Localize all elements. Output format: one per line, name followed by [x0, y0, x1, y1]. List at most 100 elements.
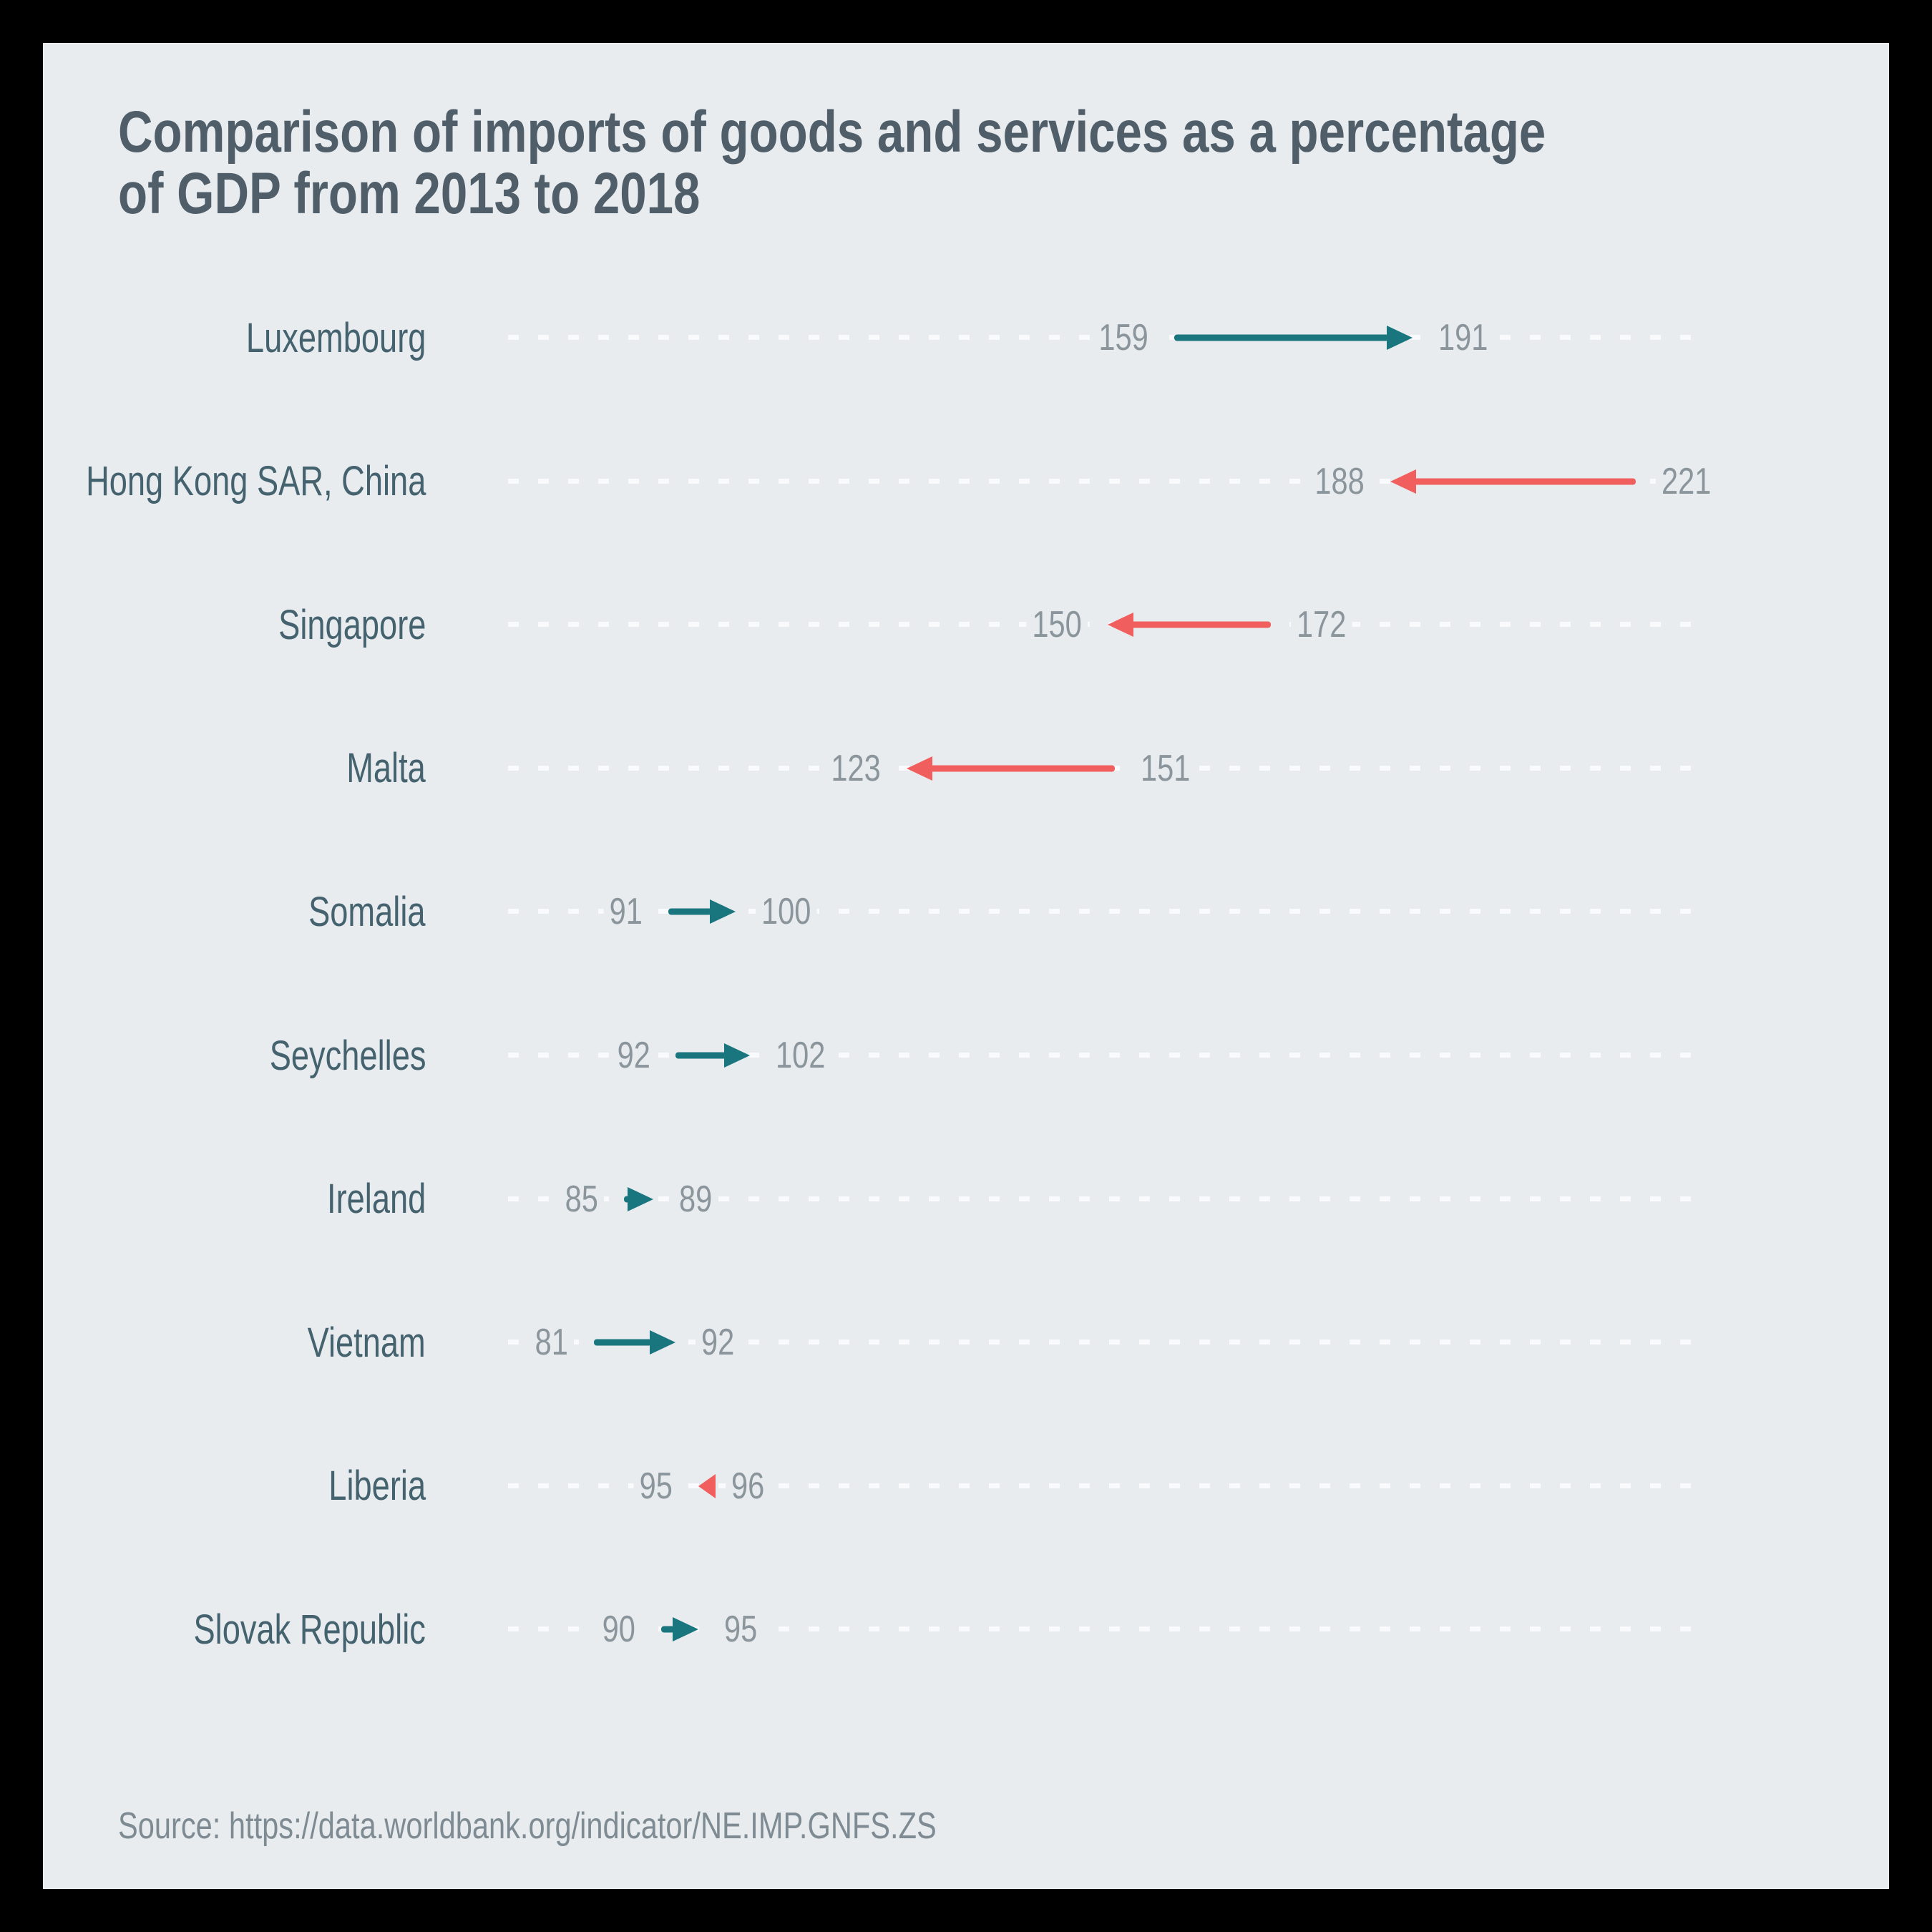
country-label: Ireland	[43, 1171, 426, 1228]
country-label: Liberia	[43, 1458, 426, 1515]
trend-arrow-down	[906, 754, 1115, 783]
end-value-label-text: 188	[1309, 459, 1370, 503]
country-label-text: Somalia	[308, 888, 426, 935]
end-value-label: 100	[755, 883, 1042, 940]
end-value-label: 102	[770, 1027, 1056, 1084]
end-value-label-text: 102	[770, 1034, 831, 1077]
end-value-label-text: 150	[1026, 603, 1088, 647]
row-dash-line	[508, 1196, 1710, 1201]
trend-arrow-up	[1174, 323, 1413, 352]
start-value-label: 159	[43, 309, 1155, 366]
arrow-head	[906, 756, 932, 781]
end-value-label: 191	[1433, 309, 1719, 366]
trend-arrow-down	[1390, 467, 1636, 496]
start-value-label: 92	[43, 1027, 656, 1084]
start-value-label-text: 172	[1291, 603, 1352, 647]
start-value-label-text: 96	[726, 1464, 771, 1508]
start-value-label: 151	[1135, 740, 1421, 797]
chart-panel: Comparison of imports of goods and servi…	[43, 43, 1889, 1889]
arrow-shaft	[668, 908, 712, 915]
arrow-shaft	[623, 1196, 630, 1203]
start-value-label-text: 90	[596, 1608, 641, 1652]
trend-arrow-up	[675, 1041, 751, 1070]
start-value-label-text: 91	[603, 890, 648, 934]
start-value-label: 172	[1291, 596, 1577, 653]
arrow-head	[724, 1043, 751, 1068]
arrow-head	[1390, 469, 1416, 494]
start-value-label: 91	[43, 883, 648, 940]
start-value-label: 90	[43, 1601, 641, 1658]
arrow-shaft	[675, 1052, 727, 1059]
arrow-head	[698, 1473, 716, 1498]
trend-arrow-down	[698, 1472, 716, 1501]
country-label: Singapore	[43, 596, 426, 653]
arrow-head	[628, 1186, 654, 1211]
row-dash-line	[508, 478, 1710, 484]
start-value-label-text: 85	[559, 1177, 604, 1221]
end-value-label: 89	[673, 1171, 960, 1228]
end-value-label-text: 95	[718, 1608, 763, 1652]
end-value-label-text: 191	[1433, 316, 1494, 359]
start-value-label: 85	[43, 1171, 604, 1228]
end-value-label-text: 95	[633, 1464, 678, 1508]
country-label-text: Malta	[346, 745, 426, 792]
start-value-label-text: 221	[1656, 459, 1717, 503]
end-value-label: 92	[696, 1314, 982, 1371]
row-dash-line	[508, 909, 1710, 914]
start-value-label-text: 81	[529, 1321, 574, 1365]
arrow-shaft	[930, 765, 1115, 772]
row-dash-line	[508, 1053, 1710, 1058]
country-label: Malta	[43, 740, 426, 797]
country-label-text: Liberia	[328, 1463, 426, 1510]
start-value-label-text: 151	[1135, 746, 1196, 790]
start-value-label: 96	[726, 1458, 1012, 1515]
country-label-text: Ireland	[326, 1176, 426, 1223]
arrow-shaft	[660, 1626, 675, 1633]
country-label-text: Vietnam	[307, 1319, 426, 1366]
end-value-label: 123	[43, 740, 887, 797]
end-value-label-text: 89	[673, 1177, 718, 1221]
country-label: Hong Kong SAR, China	[43, 453, 426, 510]
arrow-head	[1107, 613, 1133, 638]
arrow-head	[709, 899, 736, 924]
arrow-shaft	[594, 1339, 653, 1346]
country-label: Somalia	[43, 883, 426, 940]
country-label: Luxembourg	[43, 309, 426, 366]
start-value-label-text: 159	[1093, 316, 1155, 359]
country-label-text: Hong Kong SAR, China	[85, 458, 426, 505]
end-value-label-text: 100	[755, 890, 817, 934]
source-caption: Source: https://data.worldbank.org/indic…	[118, 1805, 937, 1847]
trend-arrow-up	[623, 1185, 654, 1214]
arrow-shaft	[1131, 621, 1272, 628]
arrow-head	[650, 1330, 676, 1355]
arrow-head	[672, 1617, 698, 1642]
country-label-text: Luxembourg	[245, 314, 426, 361]
end-value-label-text: 123	[825, 746, 887, 790]
trend-arrow-up	[668, 897, 736, 926]
trend-arrow-up	[594, 1328, 676, 1357]
trend-arrow-up	[660, 1615, 698, 1644]
trend-arrow-down	[1107, 610, 1272, 639]
country-label: Seychelles	[43, 1027, 426, 1084]
end-value-label: 95	[43, 1458, 678, 1515]
start-value-label-text: 92	[611, 1034, 656, 1077]
country-label-text: Singapore	[278, 601, 426, 648]
start-value-label: 81	[43, 1314, 574, 1371]
country-label-text: Seychelles	[269, 1032, 426, 1079]
country-label-text: Slovak Republic	[193, 1606, 426, 1653]
row-dash-line	[508, 1483, 1710, 1488]
chart-title-line-2: of GDP from 2013 to 2018	[118, 161, 701, 226]
arrow-shaft	[1174, 334, 1389, 341]
start-value-label: 221	[1656, 453, 1932, 510]
row-dash-line	[508, 1626, 1710, 1632]
end-value-label: 95	[718, 1601, 1005, 1658]
end-value-label: 150	[43, 596, 1088, 653]
chart-title: Comparison of imports of goods and servi…	[118, 102, 1546, 225]
end-value-label: 188	[43, 453, 1370, 510]
arrow-shaft	[1413, 478, 1636, 485]
arrow-head	[1386, 326, 1413, 350]
country-label: Vietnam	[43, 1314, 426, 1371]
chart-title-line-1: Comparison of imports of goods and servi…	[118, 99, 1546, 165]
end-value-label-text: 92	[696, 1321, 741, 1365]
country-label: Slovak Republic	[43, 1601, 426, 1658]
